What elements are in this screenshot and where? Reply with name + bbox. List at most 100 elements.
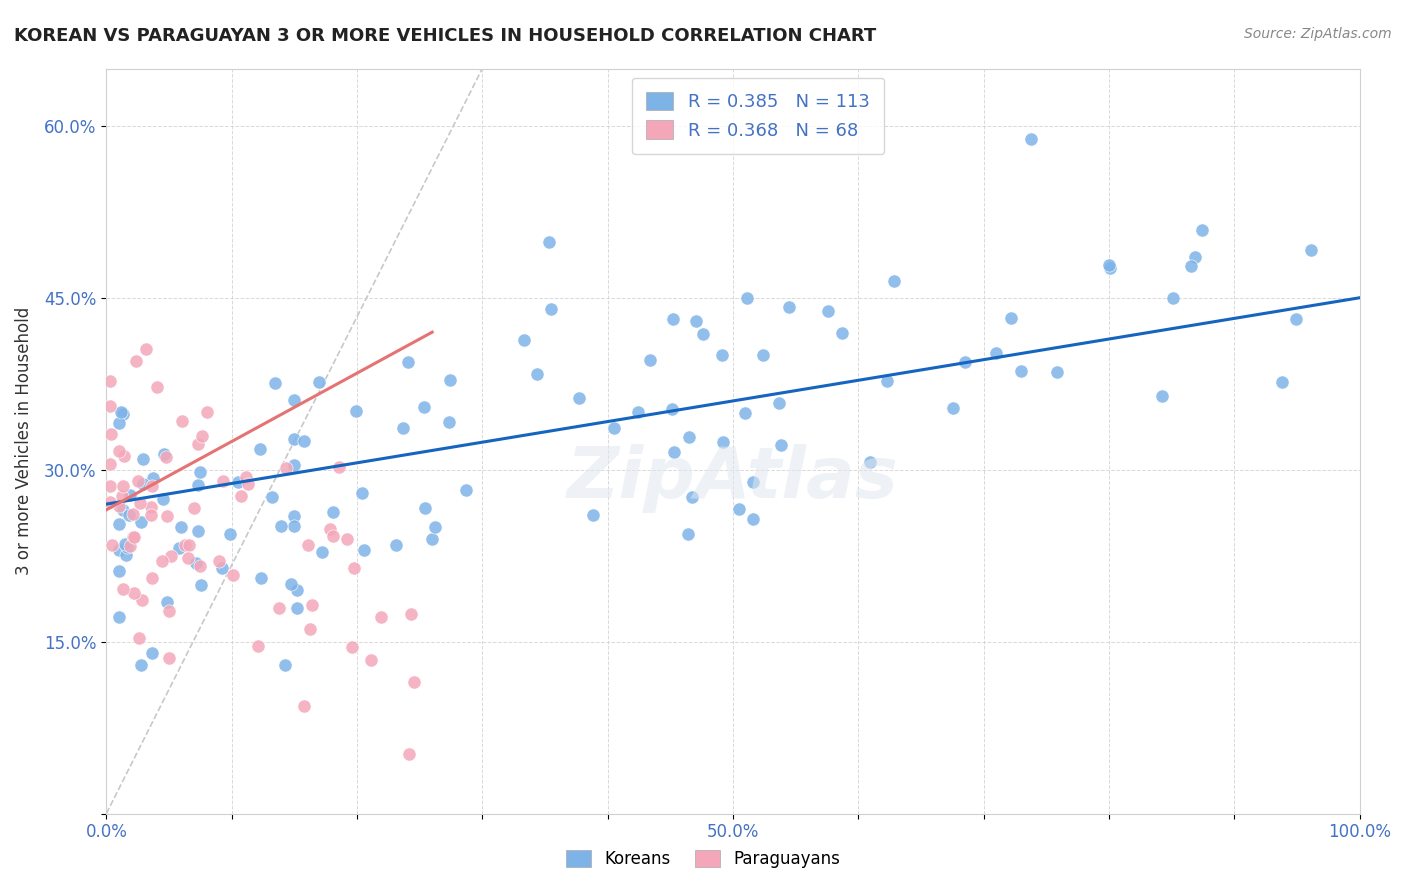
Paraguayans: [211, 474, 233, 488]
Koreans: [638, 352, 661, 367]
Paraguayans: [112, 582, 135, 597]
Koreans: [1184, 251, 1206, 265]
Paraguayans: [402, 675, 425, 690]
Paraguayans: [188, 558, 211, 573]
Koreans: [1299, 243, 1322, 257]
Koreans: [283, 392, 305, 407]
Paraguayans: [122, 530, 145, 544]
Paraguayans: [98, 495, 121, 509]
Koreans: [741, 512, 763, 526]
Paraguayans: [187, 436, 209, 450]
Koreans: [110, 404, 132, 418]
Koreans: [153, 447, 176, 461]
Koreans: [420, 532, 443, 546]
Koreans: [685, 314, 707, 328]
Koreans: [352, 486, 374, 500]
Paraguayans: [274, 461, 297, 475]
Koreans: [859, 455, 882, 469]
Koreans: [129, 657, 152, 672]
Koreans: [211, 561, 233, 575]
Koreans: [876, 374, 898, 388]
Paraguayans: [160, 549, 183, 563]
Koreans: [661, 402, 683, 417]
Paraguayans: [336, 532, 359, 546]
Paraguayans: [155, 509, 177, 524]
Paraguayans: [122, 507, 145, 521]
Koreans: [112, 503, 135, 517]
Koreans: [270, 519, 292, 533]
Koreans: [187, 478, 209, 492]
Koreans: [626, 405, 648, 419]
Koreans: [141, 646, 163, 660]
Paraguayans: [118, 539, 141, 553]
Koreans: [108, 564, 131, 578]
Paraguayans: [100, 427, 122, 442]
Koreans: [129, 515, 152, 529]
Koreans: [568, 391, 591, 405]
Text: KOREAN VS PARAGUAYAN 3 OR MORE VEHICLES IN HOUSEHOLD CORRELATION CHART: KOREAN VS PARAGUAYAN 3 OR MORE VEHICLES …: [14, 27, 876, 45]
Paraguayans: [127, 474, 149, 488]
Koreans: [1271, 375, 1294, 389]
Koreans: [112, 407, 135, 421]
Paraguayans: [301, 599, 323, 613]
Koreans: [187, 524, 209, 538]
Paraguayans: [128, 631, 150, 645]
Koreans: [283, 519, 305, 533]
Koreans: [1000, 311, 1022, 326]
Paraguayans: [299, 622, 322, 636]
Koreans: [1098, 260, 1121, 275]
Paraguayans: [98, 457, 121, 471]
Paraguayans: [131, 593, 153, 607]
Koreans: [186, 557, 208, 571]
Paraguayans: [150, 554, 173, 568]
Koreans: [228, 475, 250, 490]
Koreans: [249, 572, 271, 586]
Paraguayans: [399, 607, 422, 621]
Koreans: [735, 291, 758, 305]
Koreans: [1285, 312, 1308, 326]
Koreans: [114, 537, 136, 551]
Koreans: [734, 406, 756, 420]
Paraguayans: [360, 653, 382, 667]
Koreans: [603, 421, 626, 435]
Koreans: [883, 274, 905, 288]
Paraguayans: [141, 508, 163, 522]
Koreans: [285, 600, 308, 615]
Koreans: [283, 509, 305, 524]
Koreans: [344, 404, 367, 418]
Paraguayans: [112, 449, 135, 463]
Koreans: [142, 471, 165, 485]
Koreans: [170, 519, 193, 533]
Koreans: [308, 375, 330, 389]
Koreans: [132, 451, 155, 466]
Koreans: [249, 442, 271, 457]
Koreans: [280, 577, 302, 591]
Koreans: [817, 304, 839, 318]
Koreans: [167, 541, 190, 556]
Paraguayans: [108, 499, 131, 513]
Paraguayans: [111, 489, 134, 503]
Koreans: [108, 542, 131, 557]
Paraguayans: [157, 604, 180, 618]
Koreans: [218, 527, 240, 541]
Koreans: [283, 458, 305, 473]
Koreans: [711, 434, 734, 449]
Paraguayans: [139, 500, 162, 514]
Koreans: [942, 401, 965, 416]
Paraguayans: [125, 354, 148, 368]
Koreans: [292, 434, 315, 448]
Koreans: [778, 300, 800, 314]
Paraguayans: [191, 429, 214, 443]
Paraguayans: [179, 537, 201, 551]
Koreans: [526, 367, 548, 381]
Paraguayans: [129, 496, 152, 510]
Paraguayans: [208, 553, 231, 567]
Paraguayans: [121, 530, 143, 544]
Koreans: [512, 333, 534, 347]
Paraguayans: [112, 479, 135, 493]
Y-axis label: 3 or more Vehicles in Household: 3 or more Vehicles in Household: [15, 307, 32, 575]
Koreans: [742, 475, 765, 489]
Paraguayans: [135, 342, 157, 356]
Paraguayans: [146, 380, 169, 394]
Koreans: [456, 483, 478, 497]
